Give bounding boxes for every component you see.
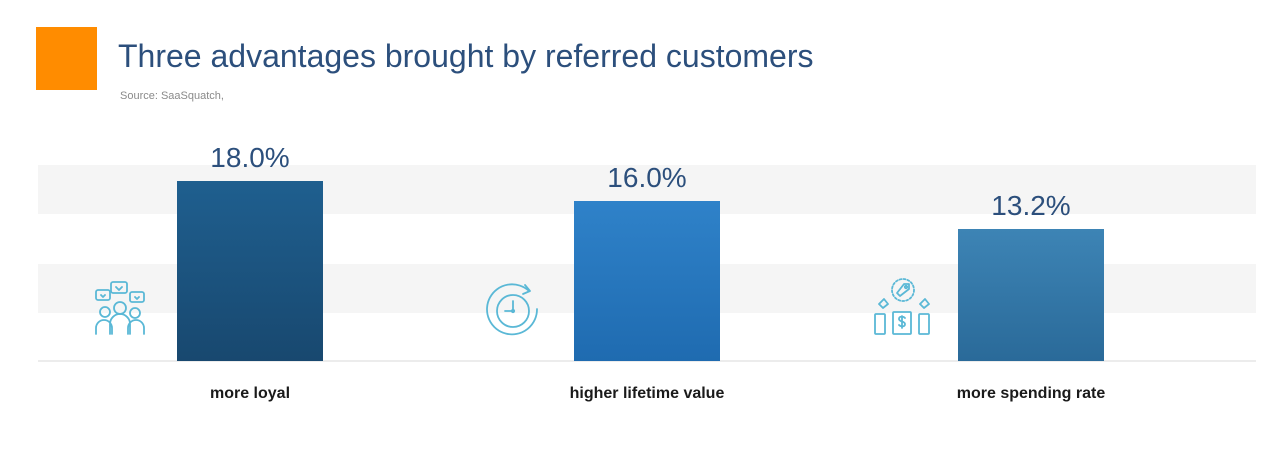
value-label-3: 13.2% bbox=[991, 190, 1070, 221]
category-label-1: more loyal bbox=[210, 385, 290, 402]
bar-1 bbox=[177, 181, 323, 361]
category-label-3: more spending rate bbox=[957, 385, 1106, 402]
value-label-1: 18.0% bbox=[210, 142, 289, 173]
category-label-2: higher lifetime value bbox=[570, 385, 725, 402]
value-label-2: 16.0% bbox=[607, 162, 686, 193]
price-tag-dollar-icon bbox=[874, 278, 930, 335]
bar-2 bbox=[574, 201, 720, 361]
people-hearts-icon bbox=[95, 281, 145, 335]
title-accent-block bbox=[36, 27, 97, 90]
chart-title: Three advantages brought by referred cus… bbox=[118, 38, 814, 74]
clock-cycle-icon bbox=[486, 283, 538, 336]
chart-source: Source: SaaSquatch, bbox=[120, 90, 224, 102]
bar-3 bbox=[958, 229, 1104, 361]
